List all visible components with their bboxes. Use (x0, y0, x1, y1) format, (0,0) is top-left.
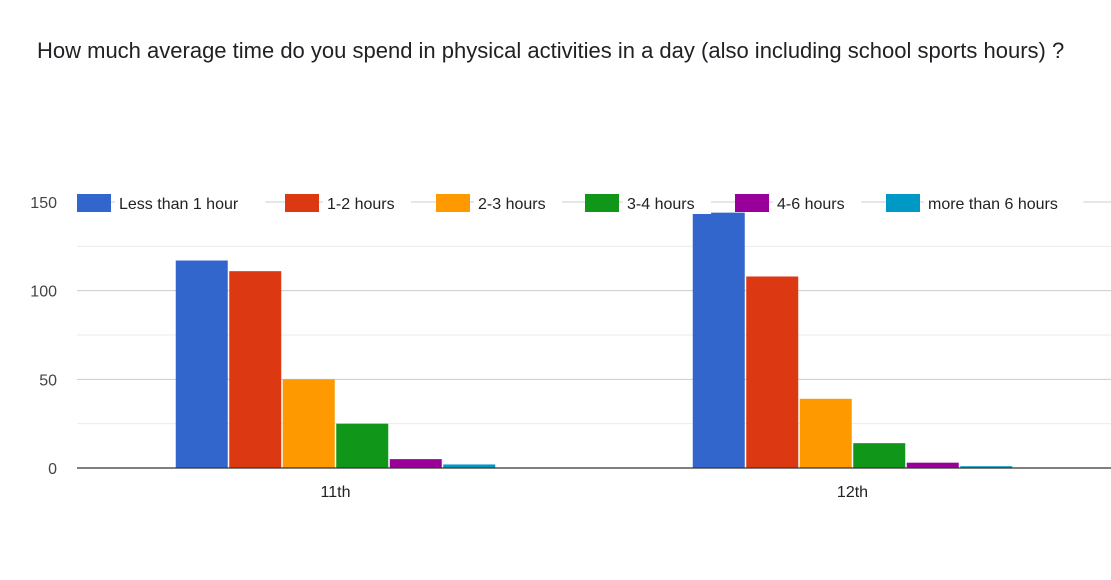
legend-swatch (436, 194, 470, 212)
legend-swatch (735, 194, 769, 212)
legend-label: 4-6 hours (777, 196, 845, 213)
legend-swatch (285, 194, 319, 212)
bar (229, 271, 282, 468)
bar (175, 260, 228, 468)
bar (389, 459, 442, 468)
legend-label-bg (115, 192, 266, 214)
bar (692, 212, 745, 468)
bar (853, 443, 906, 468)
bar (960, 466, 1013, 468)
bar (336, 423, 389, 468)
legend-label: more than 6 hours (928, 196, 1058, 213)
y-tick-label: 50 (39, 372, 57, 389)
legend-label-bg (773, 192, 862, 214)
legend-label: 1-2 hours (327, 196, 395, 213)
legend-label-bg (924, 192, 1084, 214)
legend-swatch (77, 194, 111, 212)
bar (443, 464, 496, 468)
chart-title: How much average time do you spend in ph… (37, 38, 1065, 63)
y-tick-label: 100 (30, 284, 57, 301)
legend-label-bg (623, 192, 712, 214)
legend-swatch (886, 194, 920, 212)
legend-label: Less than 1 hour (119, 196, 239, 213)
x-tick-label: 12th (837, 484, 868, 501)
legend-label: 2-3 hours (478, 196, 546, 213)
y-tick-label: 150 (30, 195, 57, 212)
bar (906, 462, 959, 468)
legend-swatch (585, 194, 619, 212)
bar (746, 276, 799, 468)
bar (282, 379, 335, 468)
legend-label: 3-4 hours (627, 196, 695, 213)
legend-label-bg (474, 192, 563, 214)
legend-label-bg (323, 192, 412, 214)
y-tick-label: 0 (48, 461, 57, 478)
x-tick-label: 11th (321, 484, 351, 501)
bar (799, 398, 852, 468)
